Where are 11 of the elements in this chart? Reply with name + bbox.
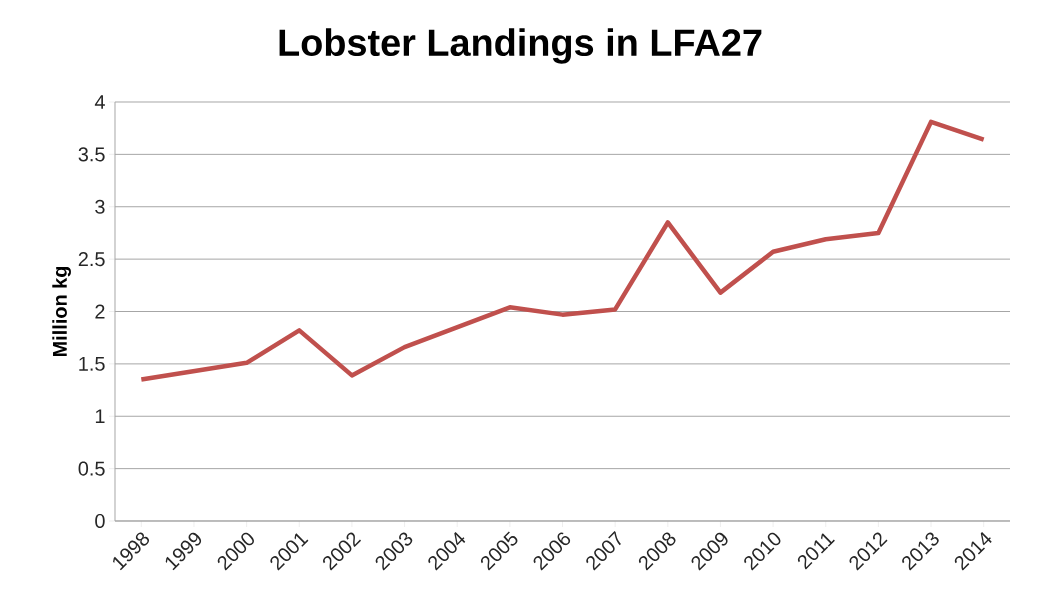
y-tick-label: 1 [95, 409, 105, 424]
y-tick-label: 3 [95, 199, 105, 214]
y-tick-label: 3.5 [78, 147, 105, 162]
chart-title: Lobster Landings in LFA27 [279, 28, 762, 64]
y-tick-label: 0 [95, 513, 105, 529]
y-axis-title: Million kg [52, 266, 71, 357]
y-tick-label: 2 [95, 304, 105, 319]
y-tick-label: 1.5 [79, 356, 105, 371]
y-tick-label: 4 [94, 95, 105, 109]
y-tick-label: 2.5 [78, 252, 105, 267]
y-tick-label: 0.5 [78, 461, 105, 476]
